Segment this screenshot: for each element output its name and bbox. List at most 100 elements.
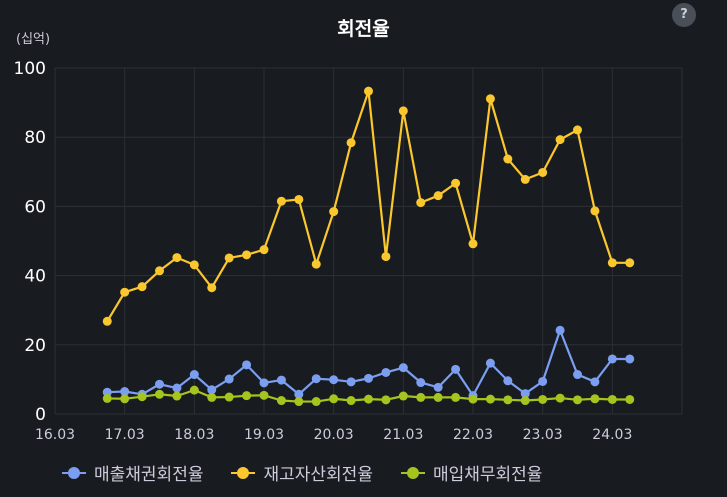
data-point[interactable]	[364, 373, 373, 383]
data-point[interactable]	[189, 260, 199, 270]
data-point[interactable]	[224, 374, 234, 384]
data-point[interactable]	[520, 389, 530, 399]
data-point[interactable]	[155, 389, 164, 399]
data-point[interactable]	[329, 375, 339, 385]
data-point[interactable]	[520, 174, 530, 184]
data-point[interactable]	[172, 253, 182, 263]
data-point[interactable]	[242, 391, 252, 401]
data-point[interactable]	[329, 394, 339, 404]
data-point[interactable]	[555, 135, 565, 145]
data-point[interactable]	[120, 387, 130, 397]
data-point[interactable]	[311, 397, 321, 407]
data-point[interactable]	[364, 394, 373, 404]
data-point[interactable]	[242, 360, 252, 370]
legend-item[interactable]: 재고자산회전율	[231, 460, 373, 485]
data-point[interactable]	[276, 375, 286, 385]
data-point[interactable]	[294, 194, 304, 204]
data-point[interactable]	[207, 392, 217, 402]
data-point[interactable]	[590, 394, 600, 404]
data-point[interactable]	[607, 354, 617, 364]
data-point[interactable]	[416, 392, 426, 402]
data-point[interactable]	[259, 245, 269, 255]
data-point[interactable]	[346, 377, 356, 387]
data-point[interactable]	[485, 94, 495, 104]
data-point[interactable]	[346, 396, 356, 406]
help-icon[interactable]: ?	[672, 3, 696, 27]
data-point[interactable]	[433, 392, 443, 402]
data-point[interactable]	[433, 382, 443, 392]
data-point[interactable]	[224, 253, 234, 263]
data-point[interactable]	[381, 252, 391, 262]
data-point[interactable]	[189, 385, 199, 395]
data-point[interactable]	[590, 377, 600, 387]
data-point[interactable]	[364, 86, 373, 96]
data-point[interactable]	[607, 394, 617, 404]
data-point[interactable]	[485, 358, 495, 368]
data-point[interactable]	[398, 363, 408, 373]
data-point[interactable]	[172, 391, 182, 401]
legend-label: 재고자산회전율	[263, 465, 373, 485]
data-point[interactable]	[137, 392, 147, 402]
data-point[interactable]	[503, 395, 513, 405]
data-point[interactable]	[294, 397, 304, 407]
data-point[interactable]	[451, 392, 461, 402]
series-line	[107, 329, 630, 397]
data-point[interactable]	[102, 387, 112, 397]
data-point[interactable]	[468, 239, 478, 249]
data-point[interactable]	[398, 106, 408, 116]
data-point[interactable]	[276, 196, 286, 206]
data-point[interactable]	[625, 354, 635, 364]
data-point[interactable]	[590, 206, 600, 216]
data-point[interactable]	[416, 198, 426, 208]
data-point[interactable]	[573, 370, 582, 380]
data-point[interactable]	[311, 259, 321, 269]
legend-item[interactable]: 매입채무회전율	[400, 460, 542, 485]
data-point[interactable]	[172, 383, 182, 393]
data-point[interactable]	[276, 396, 286, 406]
data-point[interactable]	[259, 378, 269, 388]
data-point[interactable]	[381, 367, 391, 377]
data-point[interactable]	[207, 283, 217, 293]
data-point[interactable]	[294, 389, 304, 399]
data-point[interactable]	[538, 394, 548, 404]
data-point[interactable]	[259, 390, 269, 400]
data-point[interactable]	[346, 138, 356, 148]
data-point[interactable]	[573, 125, 582, 135]
data-point[interactable]	[485, 394, 495, 404]
data-point[interactable]	[451, 364, 461, 374]
data-point[interactable]	[503, 376, 513, 386]
data-point[interactable]	[155, 266, 164, 276]
data-point[interactable]	[155, 379, 164, 389]
data-point[interactable]	[311, 374, 321, 384]
data-point[interactable]	[538, 167, 548, 177]
data-point[interactable]	[416, 378, 426, 388]
data-point[interactable]	[607, 258, 617, 268]
data-point[interactable]	[242, 250, 252, 260]
legend-item[interactable]: 매출채권회전율	[62, 460, 203, 485]
series-3	[102, 385, 635, 407]
data-point[interactable]	[625, 258, 635, 268]
data-point[interactable]	[573, 395, 582, 405]
data-point[interactable]	[207, 385, 217, 395]
data-point[interactable]	[433, 191, 443, 201]
data-point[interactable]	[381, 395, 391, 405]
data-point[interactable]	[520, 396, 530, 406]
data-point[interactable]	[189, 370, 199, 380]
data-point[interactable]	[451, 178, 461, 188]
data-point[interactable]	[625, 394, 635, 404]
data-point[interactable]	[398, 391, 408, 401]
data-point[interactable]	[102, 316, 112, 326]
data-point[interactable]	[538, 376, 548, 386]
data-point[interactable]	[329, 207, 339, 217]
y-axis-unit-label: (십억)	[16, 32, 51, 47]
data-point[interactable]	[102, 393, 112, 403]
data-point[interactable]	[120, 287, 130, 297]
data-point[interactable]	[224, 392, 234, 402]
data-point[interactable]	[468, 394, 478, 404]
data-point[interactable]	[555, 325, 565, 335]
data-point[interactable]	[503, 154, 513, 164]
data-point[interactable]	[137, 282, 147, 292]
data-point[interactable]	[555, 393, 565, 403]
data-point[interactable]	[120, 394, 130, 404]
